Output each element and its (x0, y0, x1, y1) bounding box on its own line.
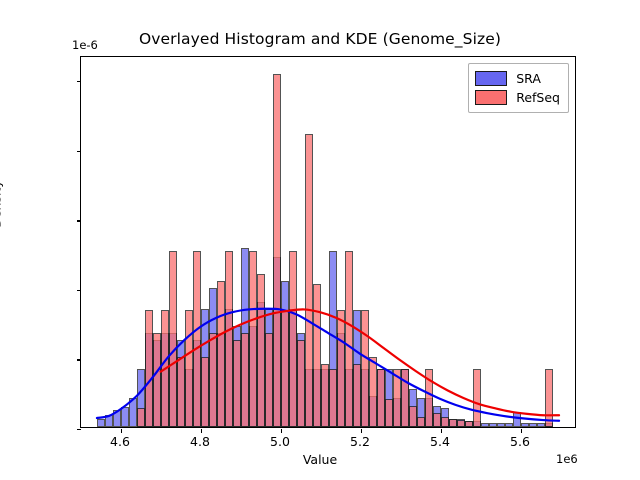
kde-curve (95, 307, 561, 422)
histogram-bar (137, 407, 145, 427)
histogram-bar (233, 340, 241, 427)
x-tick-mark (521, 429, 523, 433)
histogram-bar (417, 416, 425, 427)
histogram-bar (329, 368, 337, 427)
kde-curves-layer (95, 307, 561, 422)
histogram-bar (481, 422, 489, 427)
histogram-bar (185, 310, 193, 427)
y-tick-mark (77, 81, 81, 83)
histogram-bar (305, 133, 313, 427)
histogram-bar (145, 310, 153, 427)
legend-item[interactable]: RefSeq (475, 88, 560, 107)
x-tick-mark (361, 429, 363, 433)
x-tick-label: 5.6 (510, 434, 530, 449)
legend-label: SRA (516, 71, 541, 86)
x-axis-multiplier: 1e6 (556, 452, 578, 466)
histogram-bar (265, 333, 273, 427)
histogram-bar (425, 368, 433, 427)
y-tick-mark (77, 220, 81, 222)
histogram-bar (217, 280, 225, 427)
x-tick-label: 5.2 (350, 434, 370, 449)
x-tick-label: 5.4 (430, 434, 450, 449)
chart-title: Overlayed Histogram and KDE (Genome_Size… (138, 30, 502, 48)
histogram-bar (257, 274, 265, 427)
histogram-bar (529, 422, 537, 427)
histogram-bar (545, 368, 553, 427)
histogram-bar (521, 422, 529, 427)
histogram-bar (297, 340, 305, 427)
y-tick-mark (77, 359, 81, 361)
histogram-bar (153, 333, 161, 427)
histogram-bar (473, 368, 481, 427)
x-tick-label: 4.6 (110, 434, 130, 449)
histogram-bar (489, 422, 497, 427)
histogram-bar (113, 409, 121, 427)
histogram-bar (337, 310, 345, 427)
histogram-bar (209, 333, 217, 427)
y-tick-mark (77, 150, 81, 152)
histogram-bar (385, 399, 393, 427)
x-tick-label: 5.0 (270, 434, 290, 449)
histogram-bar (449, 418, 457, 427)
histogram-bar (193, 251, 201, 427)
histogram-bar (361, 310, 369, 427)
legend-item[interactable]: SRA (475, 69, 560, 88)
histogram-bar (441, 416, 449, 427)
histogram-bar (225, 251, 233, 427)
x-tick-mark (201, 429, 203, 433)
histogram-bar (505, 422, 513, 427)
legend-swatch (475, 71, 508, 86)
histogram-bar (249, 251, 257, 427)
histogram-bar (313, 284, 321, 427)
y-tick-mark (77, 289, 81, 292)
histogram-bar (465, 421, 473, 427)
histogram-bar (393, 368, 401, 427)
histogram-bar (497, 422, 505, 427)
histogram-bar (369, 357, 377, 427)
histogram-bar (241, 333, 249, 427)
histogram-bar (321, 364, 329, 427)
legend-swatch (475, 90, 508, 105)
histogram-bar (289, 251, 297, 427)
x-tick-mark (441, 429, 443, 433)
histogram-bar (457, 420, 465, 427)
x-axis-label: Value (302, 452, 338, 467)
x-tick-label: 4.8 (190, 434, 210, 449)
histogram-bar (273, 74, 281, 427)
histogram-bar (537, 422, 545, 427)
histogram-bar (377, 368, 385, 427)
bars-layer (81, 57, 575, 427)
legend: SRA RefSeq (468, 63, 569, 113)
y-axis-multiplier: 1e-6 (72, 38, 98, 52)
x-tick-mark (121, 429, 123, 433)
histogram-bar (353, 364, 361, 427)
y-axis-label: Density (0, 180, 4, 228)
kde-curve (159, 308, 561, 417)
legend-label: RefSeq (516, 90, 560, 105)
y-tick-mark (77, 429, 81, 431)
histogram-bar (169, 251, 177, 427)
histogram-bar (401, 368, 409, 427)
histogram-bar (97, 418, 105, 427)
histogram-bar (433, 413, 441, 427)
x-tick-mark (281, 429, 283, 433)
histogram-bar (201, 357, 209, 427)
histogram-bar (409, 406, 417, 427)
histogram-bar (345, 251, 353, 427)
plot-area: SRA RefSeq (77, 56, 576, 433)
